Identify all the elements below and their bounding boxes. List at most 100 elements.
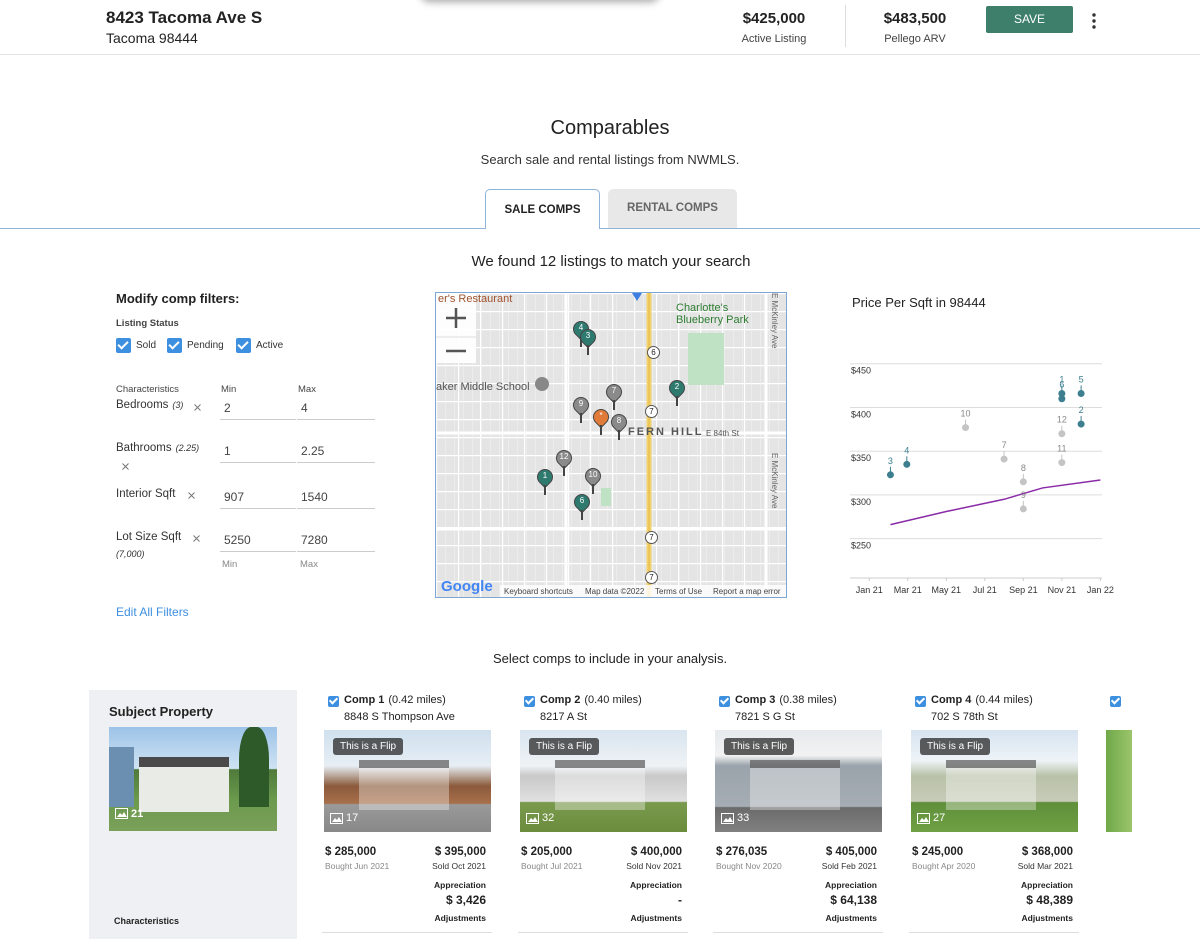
map-footer-text: Map data ©2022 [585,587,645,596]
tab-sale[interactable]: SALE COMPS [485,189,600,229]
x-tick-label: Jul 21 [973,585,997,595]
section-title: Comparables [550,117,670,139]
photo-count: 17 [346,812,359,824]
comp-checkbox[interactable] [915,696,926,707]
clear-icon[interactable] [122,463,129,470]
map-footer-text: Terms of Use [655,587,703,596]
flip-badge: This is a Flip [529,738,600,755]
map-label: E McKinley Ave [770,293,779,349]
comp-checkbox[interactable] [719,696,730,707]
point [903,460,911,468]
pin-tail [600,425,602,435]
bought-date: Bought Jul 2021 [521,861,583,871]
point [1000,455,1008,463]
bought-date: Bought Apr 2020 [912,861,976,871]
sold-price: $ 395,000 [434,846,486,858]
map-footer-text: Keyboard shortcuts [504,587,573,596]
comp-title: Comp 2 (0.40 miles) [540,694,642,706]
characteristics-label: Characteristics [116,384,179,395]
bought-price: $ 245,000 [912,846,964,858]
photo-icon [526,813,539,824]
sold-date: Sold Feb 2021 [821,861,877,871]
edit-filters[interactable]: Edit All Filters [116,605,189,619]
subject-photo-count: 21 [131,808,144,820]
address: 8423 Tacoma Ave S [106,8,263,27]
road-shield: 7 [645,531,658,544]
comp-photo: This is a Flip 32 [520,730,687,832]
min-input[interactable]: 2 [220,398,296,420]
pin-label: 9 [578,399,584,408]
point [1058,459,1066,467]
min-input[interactable]: 907 [220,487,296,509]
appreciation-label: Appreciation [1021,880,1073,890]
status-checkbox[interactable] [236,338,251,353]
x-tick-label: Jan 22 [1087,585,1114,595]
sold-price: $ 405,000 [825,846,877,858]
comp-photo: This is a Flip 17 [324,730,491,832]
appreciation-label: Appreciation [630,880,682,890]
clear-icon[interactable] [188,492,195,499]
status-checkbox[interactable] [116,338,131,353]
photo-count: 33 [737,812,750,824]
min-input[interactable]: 1 [220,441,296,463]
sold-price: $ 368,000 [1021,846,1073,858]
more-menu[interactable] [1089,12,1099,30]
filter-note: (3) [172,400,184,410]
status-checkbox[interactable] [167,338,182,353]
status-label: Listing Status [116,318,179,329]
max-input[interactable]: 2.25 [297,441,375,463]
pin-tail [613,400,615,410]
list-price: $425,000 [742,10,806,27]
point-label: 5 [1079,374,1084,384]
pin-tail [580,413,582,423]
section-subtitle: Search sale and rental listings from NWM… [480,152,740,167]
card-rule [909,932,1079,933]
filter-note: (2.25) [175,443,200,453]
y-tick-label: $300 [851,497,871,507]
map-label: aker Middle School [436,381,530,393]
min-input[interactable]: 5250 [220,530,296,552]
filters-title: Modify comp filters: [116,291,240,306]
max-input[interactable]: 4 [297,398,375,420]
y-tick-label: $450 [851,366,871,376]
appreciation-value: - [678,893,682,907]
sold-price: $ 400,000 [630,846,682,858]
map-label: FERN HILL [628,426,704,438]
comp-checkbox[interactable] [328,696,339,707]
comp-checkbox[interactable] [524,696,535,707]
clear-icon[interactable] [193,535,200,542]
status-text: Pending [187,340,224,351]
pin-tail [618,430,620,440]
map-label: er's Restaurant [438,293,513,305]
comp-5-checkbox[interactable] [1110,696,1121,707]
pin-label: 1 [542,471,548,480]
comp-photo: This is a Flip 27 [911,730,1078,832]
photo-icon [721,813,734,824]
x-tick-label: Jan 21 [856,585,883,595]
point-label: 10 [961,409,971,419]
trend-line [890,479,1101,526]
card-rule [713,932,883,933]
max-input[interactable]: 7280 [297,530,375,552]
status-text: Sold [136,340,157,351]
map-label: E McKinley Ave [770,453,779,509]
appreciation-label: Appreciation [434,880,486,890]
filter-label: Interior Sqft [116,488,176,500]
photo-count: 32 [542,812,555,824]
point [1077,420,1085,428]
adjustments-label: Adjustments [630,913,682,923]
max-input[interactable]: 1540 [297,487,375,509]
clear-icon[interactable] [194,404,201,411]
selection-prompt: Select comps to include in your analysis… [492,651,728,666]
tab-rental[interactable]: RENTAL COMPS [608,189,737,228]
map[interactable]: er's Restaurant Charlotte's Blueberry Par… [435,292,787,598]
map-base [436,293,786,597]
point-label: 11 [1057,444,1066,454]
pin-label: 10 [588,470,598,479]
save-button[interactable]: SAVE [986,6,1073,33]
comp-distance: (0.42 miles) [388,694,446,706]
road-shield: 7 [645,405,658,418]
point [1058,430,1066,438]
adjustments-label: Adjustments [434,913,486,923]
